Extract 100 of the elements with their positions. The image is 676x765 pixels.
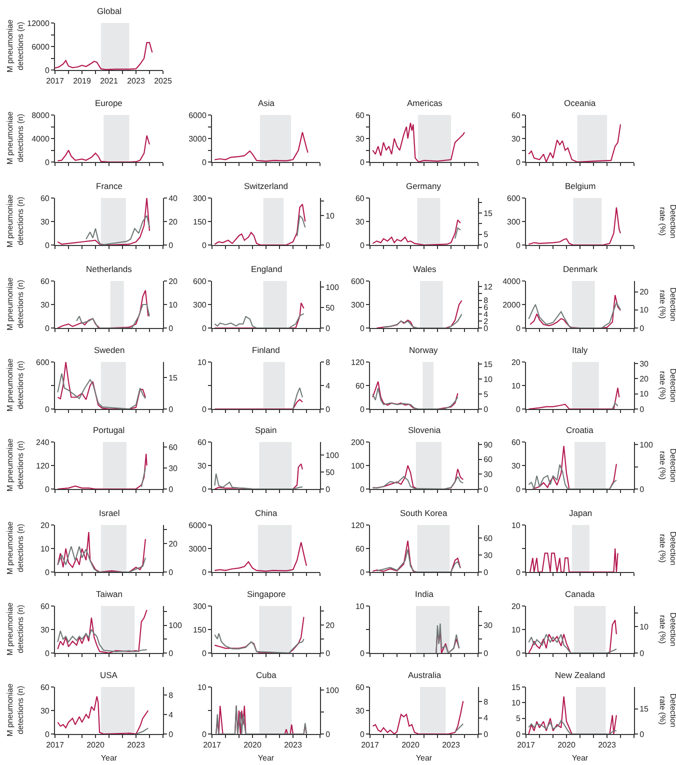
x-axis-title: Year	[100, 754, 118, 763]
chart-title: Europe	[95, 98, 123, 108]
y2-tick-label: 30	[484, 621, 494, 630]
y-tick-label: 4000	[502, 276, 521, 286]
y-tick-label: 30	[355, 706, 365, 716]
y2-tick-label: 50	[326, 468, 336, 477]
chart-title: Singapore	[247, 589, 286, 599]
y2-tick-label: 15	[484, 360, 494, 369]
y-tick-label: 0	[516, 730, 521, 739]
y2-tick-label: 10	[326, 211, 336, 220]
x-axis-title: Year	[572, 754, 588, 763]
line-series	[57, 546, 146, 572]
y-tick-label: 0	[516, 240, 521, 250]
y2-axis-title: Detection rate (%)	[658, 612, 676, 646]
y2-tick-label: 20	[640, 374, 650, 384]
y2-tick-label: 30	[640, 359, 650, 368]
chart-title: New Zealand	[555, 670, 606, 680]
line-series	[214, 204, 306, 245]
y2-tick-label: 4	[484, 310, 489, 319]
y2-axis-title: Detection rate (%)	[658, 694, 676, 728]
y-tick-label: 60	[511, 438, 521, 447]
y2-tick-label: 60	[484, 455, 494, 464]
y2-tick-label: 6	[484, 303, 489, 312]
y2-tick-label: 20	[640, 288, 650, 297]
chart-title: Portugal	[93, 425, 125, 435]
y-tick-label: 10	[197, 682, 207, 692]
y-tick-label: 20	[511, 358, 521, 367]
x-tick-label: 2017	[46, 76, 64, 86]
y2-tick-label: 4	[326, 381, 331, 390]
chart-title: Oceania	[564, 98, 596, 108]
line-series	[57, 532, 146, 572]
y-tick-label: 0	[202, 404, 207, 414]
y-tick-label: 60	[355, 194, 365, 203]
y-tick-label: 300	[193, 300, 207, 310]
y-tick-label: 10	[40, 544, 50, 554]
y2-tick-label: 0	[326, 324, 331, 333]
chart-title: France	[96, 181, 123, 191]
chart-title: Spain	[255, 425, 278, 435]
x-tick-label: 2019	[73, 76, 92, 86]
y-tick-label: 30	[40, 706, 50, 716]
chart-title: Slovenia	[408, 425, 441, 435]
y-tick-label: 0	[516, 568, 521, 577]
y2-tick-label: 20	[326, 620, 336, 630]
y-tick-label: 3000	[188, 134, 207, 144]
y2-tick-label: 30	[484, 470, 494, 479]
y-tick-label: 600	[507, 194, 521, 203]
y-tick-label: 0	[202, 648, 207, 658]
y-tick-label: 0	[360, 568, 365, 577]
line-series	[57, 453, 148, 489]
y-axis-title: M pneumoniae detections (n)	[6, 19, 25, 72]
y2-tick-label: 20	[168, 217, 178, 226]
y-axis-title: M pneumoniae detections (n)	[6, 602, 25, 656]
chart-title: Taiwan	[96, 589, 123, 599]
y-tick-label: 10	[511, 520, 521, 530]
y2-axis-title: Detection rate (%)	[658, 204, 676, 238]
y2-tick-label: 60	[484, 534, 494, 543]
y2-tick-label: 8	[484, 697, 489, 706]
chart-title: Switzerland	[244, 181, 288, 191]
y2-tick-label: 0	[484, 404, 489, 414]
y-axis-title: M pneumoniae detections (n)	[6, 438, 25, 492]
y-tick-label: 30	[40, 300, 50, 310]
line-series	[376, 548, 461, 572]
y-axis-title: M pneumoniae detections (n)	[6, 194, 25, 248]
y-tick-label: 10	[355, 602, 365, 611]
y-axis-title: M pneumoniae detections (n)	[6, 521, 25, 574]
y-tick-label: 600	[193, 276, 207, 286]
x-tick-label: 2025	[154, 76, 172, 86]
y-tick-label: 60	[355, 381, 365, 390]
y-tick-label: 6000	[32, 42, 50, 52]
x-tick-label: 2020	[558, 740, 576, 750]
y-tick-label: 0	[360, 730, 365, 739]
y2-tick-label: 0	[640, 730, 645, 739]
line-series	[372, 476, 464, 489]
chart-title: Wales	[413, 264, 436, 274]
y2-tick-label: 0	[326, 730, 331, 739]
x-axis-title: Year	[258, 754, 274, 763]
chart-title: India	[415, 589, 434, 599]
chart-title: Germany	[406, 181, 442, 191]
y-tick-label: 0	[360, 648, 365, 658]
y-tick-label: 30	[511, 461, 521, 470]
line-series	[57, 609, 148, 653]
line-series	[528, 696, 617, 734]
x-tick-label: 2017	[203, 740, 222, 750]
y-tick-label: 100	[351, 461, 365, 470]
y2-tick-label: 5	[484, 230, 489, 240]
chart-title: Finland	[252, 345, 280, 355]
x-tick-label: 2023	[127, 740, 146, 750]
line-series	[372, 700, 464, 734]
y-tick-label: 0	[202, 240, 207, 250]
line-series	[296, 215, 306, 237]
chart-title: Asia	[258, 98, 275, 108]
line-series	[86, 215, 150, 245]
chart-title: Global	[97, 6, 122, 16]
line-series	[528, 206, 622, 245]
y-tick-label: 8000	[32, 110, 50, 120]
x-tick-label: 2020	[402, 740, 420, 750]
y2-tick-label: 4	[168, 710, 174, 720]
y-tick-label: 300	[351, 300, 365, 310]
y-tick-label: 0	[360, 324, 365, 333]
y2-tick-label: 0	[640, 648, 645, 658]
